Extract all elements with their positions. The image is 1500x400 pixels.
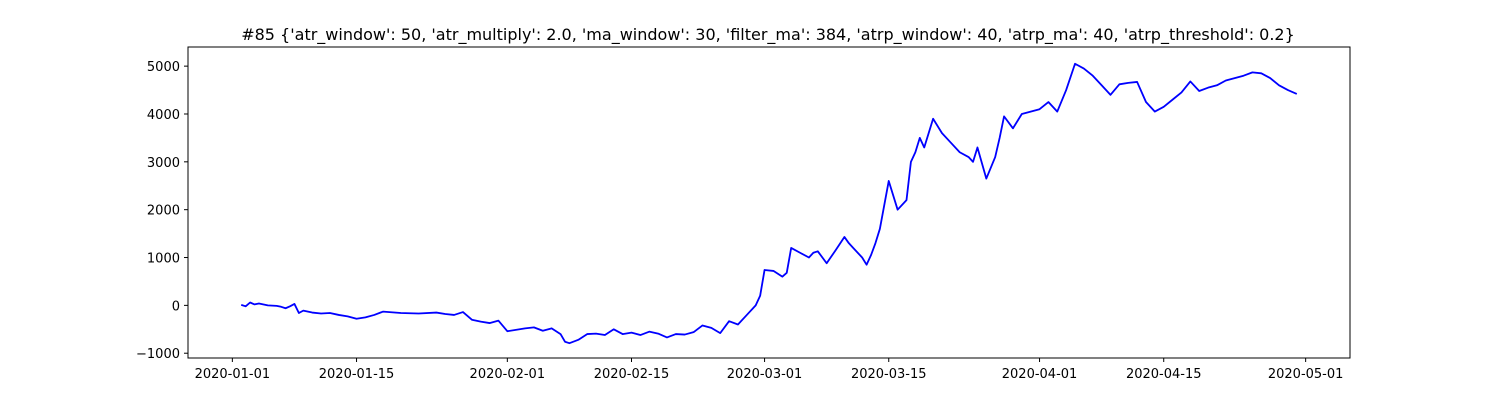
y-tick-label: 0: [172, 299, 180, 314]
y-tick-label: 4000: [147, 108, 180, 123]
series-line: [240, 62, 1298, 345]
x-axis: 2020-01-01 2020-01-15 2020-02-01 2020-02-15…: [195, 358, 1344, 382]
plot-area: 2020-01-01 2020-01-15 2020-02-01 2020-02-15…: [136, 46, 1351, 382]
y-tick-label: 5000: [147, 60, 180, 75]
axes-frame: [187, 46, 1351, 359]
y-axis: −1000 0 1000 2000 3000 4000 5000: [136, 60, 188, 362]
x-tick-label: 2020-01-01: [195, 367, 271, 382]
x-tick-label: 2020-01-15: [319, 367, 395, 382]
x-tick-label: 2020-04-01: [1002, 367, 1078, 382]
x-tick-label: 2020-02-15: [594, 367, 670, 382]
series-layer: [240, 62, 1298, 345]
y-tick-label: −1000: [136, 347, 180, 362]
x-tick-label: 2020-04-15: [1126, 367, 1202, 382]
chart-title: #85 {'atr_window': 50, 'atr_multiply': 2…: [241, 25, 1295, 45]
x-tick-label: 2020-03-01: [727, 367, 803, 382]
x-tick-label: 2020-03-15: [851, 367, 927, 382]
x-tick-label: 2020-05-01: [1268, 367, 1344, 382]
x-tick-label: 2020-02-01: [470, 367, 546, 382]
y-tick-label: 1000: [147, 252, 180, 267]
y-tick-label: 3000: [147, 156, 180, 171]
y-tick-label: 2000: [147, 204, 180, 219]
